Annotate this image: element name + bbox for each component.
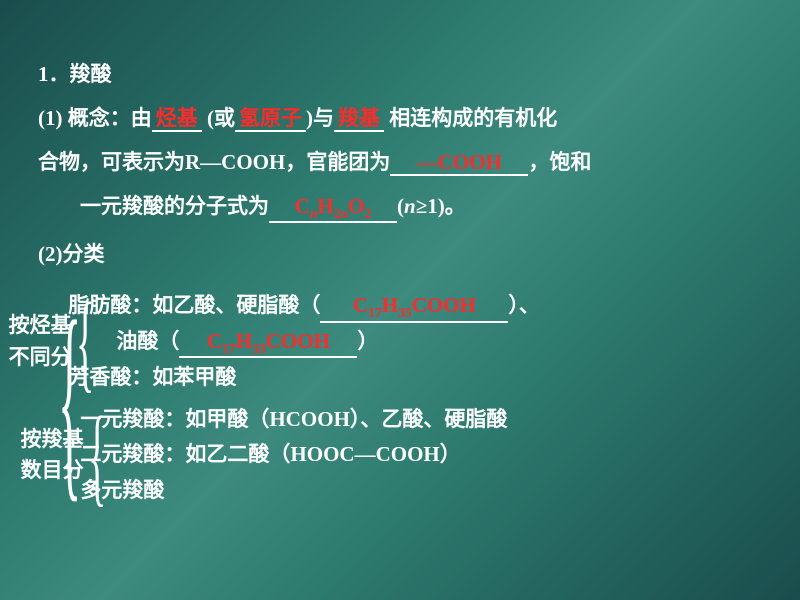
row-oleic-acid: 油酸（C17H33COOH） (68, 324, 540, 360)
text: (1) 概念：由 (38, 106, 152, 130)
text: )与 (306, 106, 334, 130)
brace-icon: { (76, 292, 94, 391)
text: (n≥1)。 (397, 194, 466, 218)
text: ，饱和 (528, 150, 591, 174)
blank-hydrocarbyl: 烃基 (152, 107, 202, 132)
group-by-hydrocarbyl: 按烃基 不同分 { 脂肪酸：如乙酸、硬脂酸（C17H35COOH）、 油酸（C1… (9, 288, 540, 395)
concept-line-1: (1) 概念：由烃基 (或氢原子)与羧基 相连构成的有机化 (38, 99, 762, 139)
row-aromatic-acid: 芳香酸：如苯甲酸 (68, 360, 540, 396)
blank-stearic: C17H35COOH (320, 294, 508, 322)
blank-hydrogen: 氢原子 (235, 107, 306, 132)
concept-line-3: 一元羧酸的分子式为CnH2nO2(n≥1)。 (38, 187, 762, 227)
blank-formula: CnH2nO2 (269, 195, 397, 223)
classification-label: (2)分类 (38, 235, 762, 275)
classification-block: { 按烃基 不同分 { 脂肪酸：如乙酸、硬脂酸（C17H35COOH）、 油酸（ (58, 288, 762, 508)
group-body: 脂肪酸：如乙酸、硬脂酸（C17H35COOH）、 油酸（C17H33COOH） … (68, 288, 540, 395)
heading: 1．羧酸 (38, 55, 762, 95)
text: 合物，可表示为R—COOH，官能团为 (38, 150, 390, 174)
group-body: 一元羧酸：如甲酸（HCOOH）、乙酸、硬脂酸 二元羧酸：如乙二酸（HOOC—CO… (80, 402, 507, 509)
row-fatty-acid: 脂肪酸：如乙酸、硬脂酸（C17H35COOH）、 (68, 288, 540, 324)
text: 相连构成的有机化 (384, 106, 557, 130)
row-poly: 多元羧酸 (80, 473, 507, 509)
text: (或 (202, 106, 235, 130)
slide-content: 1．羧酸 (1) 概念：由烃基 (或氢原子)与羧基 相连构成的有机化 合物，可表… (0, 0, 800, 509)
brace-icon: { (88, 406, 106, 505)
row-di: 二元羧酸：如乙二酸（HOOC—COOH） (80, 437, 507, 473)
outer-group: { 按烃基 不同分 { 脂肪酸：如乙酸、硬脂酸（C17H35COOH）、 油酸（ (58, 288, 762, 508)
blank-functional-group: —COOH (390, 151, 528, 176)
text: 一元羧酸的分子式为 (80, 194, 269, 218)
concept-line-2: 合物，可表示为R—COOH，官能团为—COOH，饱和 (38, 143, 762, 183)
group-by-count: 按羧基 数目分 { 一元羧酸：如甲酸（HCOOH）、乙酸、硬脂酸 二元羧酸：如乙… (21, 402, 540, 509)
blank-carboxyl: 羧基 (334, 107, 384, 132)
row-mono: 一元羧酸：如甲酸（HCOOH）、乙酸、硬脂酸 (80, 402, 507, 438)
blank-oleic: C17H33COOH (179, 330, 357, 358)
